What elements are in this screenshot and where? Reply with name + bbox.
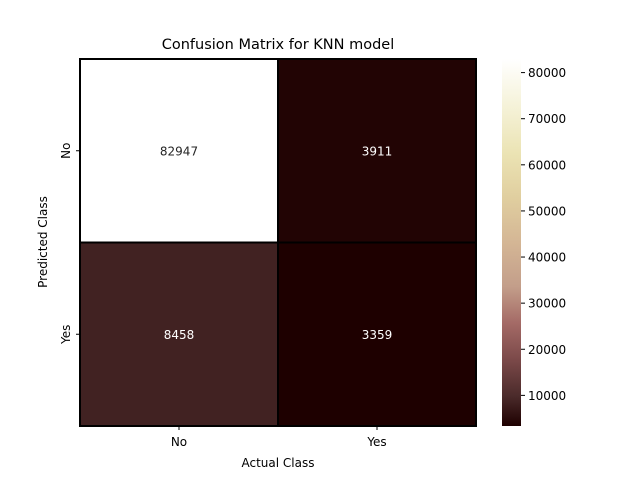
y-tick-label-0: No (59, 143, 73, 159)
cell-value-labels: 82947 3911 8458 3359 (160, 144, 392, 342)
x-tick-label-0: No (171, 435, 187, 449)
cell-value-0-1: 3911 (362, 144, 393, 158)
colorbar-tick-label-6: 70000 (528, 112, 566, 126)
colorbar-tick-label-7: 80000 (528, 66, 566, 80)
heatmap-cell-1-0 (79, 241, 279, 427)
colorbar-tick-label-2: 30000 (528, 297, 566, 311)
cell-value-0-0: 82947 (160, 144, 198, 158)
chart-title: Confusion Matrix for KNN model (162, 37, 395, 53)
x-axis-ticks: No Yes (171, 426, 387, 449)
colorbar-tick-label-3: 40000 (528, 251, 566, 265)
heatmap-cell-0-1 (277, 58, 477, 244)
colorbar-tick-label-4: 50000 (528, 204, 566, 218)
heatmap-cell-0-0 (79, 58, 279, 244)
heatmap-cell-1-1 (277, 241, 477, 427)
colorbar-tick-label-5: 60000 (528, 158, 566, 172)
y-tick-label-1: Yes (59, 325, 73, 345)
colorbar-tick-label-1: 20000 (528, 343, 566, 357)
colorbar (502, 59, 521, 426)
colorbar-tick-label-0: 10000 (528, 389, 566, 403)
y-axis-label: Predicted Class (36, 196, 50, 288)
y-axis-ticks: No Yes (59, 143, 80, 345)
x-tick-label-1: Yes (366, 435, 386, 449)
heatmap-cells (79, 58, 477, 427)
cell-value-1-0: 8458 (164, 328, 195, 342)
colorbar-ticks: 10000 20000 30000 40000 50000 60000 70000 80000 (521, 66, 566, 403)
cell-value-1-1: 3359 (362, 328, 393, 342)
x-axis-label: Actual Class (242, 456, 315, 470)
